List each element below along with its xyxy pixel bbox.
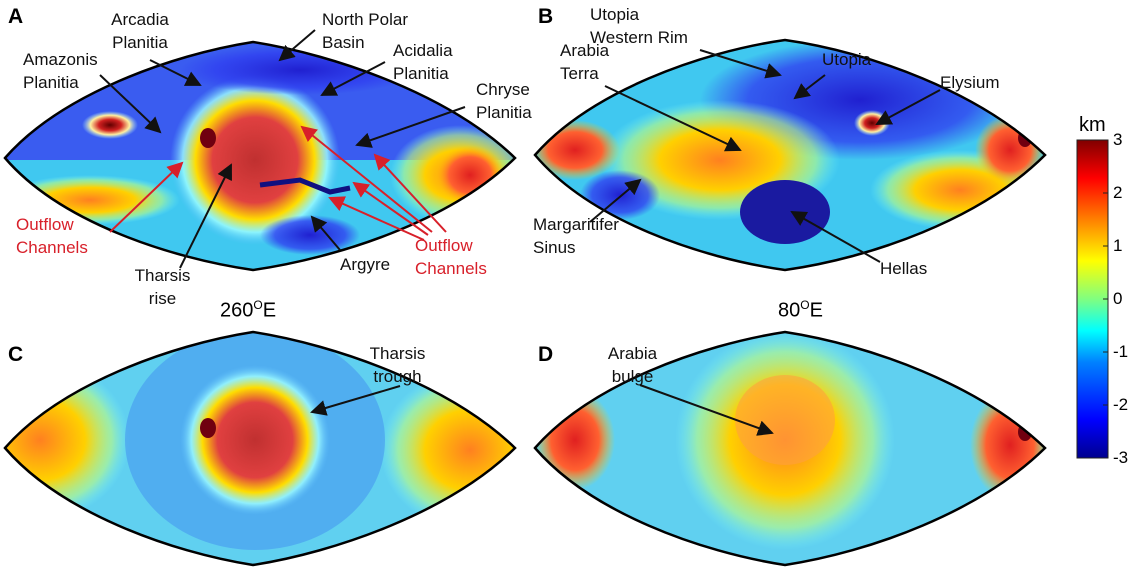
label-outflow-channels-right: Outflow Channels	[415, 236, 487, 278]
label-arabia-bulge: Arabia bulge	[607, 344, 658, 386]
arrow-acidalia	[320, 61, 386, 96]
label-arabia-terra: Arabia Terra	[560, 41, 610, 83]
arrow-arcadia	[149, 59, 202, 86]
label-margaritifer-sinus: Margaritifer Sinus	[533, 215, 619, 257]
arrow-amazonis	[99, 74, 162, 134]
colorbar-tick: -2	[1113, 395, 1129, 414]
label-tharsis-rise: Tharsis rise	[134, 266, 191, 308]
label-acidalia-planitia: Acidalia Planitia	[393, 41, 453, 83]
map-c-outline	[3, 330, 517, 567]
panel-label-b: B	[538, 5, 554, 28]
colorbar-tick: 0	[1113, 289, 1123, 308]
colorbar-tick: 2	[1113, 183, 1123, 202]
panel-label-c: C	[8, 343, 24, 366]
colorbar-ticks	[1103, 192, 1108, 406]
colorbar	[1076, 139, 1109, 459]
colorbar-tick: 1	[1113, 236, 1123, 255]
map-c-topography	[5, 332, 515, 565]
arrow-outflow-right-3	[352, 181, 429, 236]
label-utopia-western-rim: Utopia Western Rim	[590, 5, 688, 47]
arrow-tharsis-trough	[310, 385, 401, 416]
label-utopia: Utopia	[822, 50, 872, 69]
colorbar-tick: -3	[1113, 448, 1129, 467]
colorbar-unit: km	[1079, 114, 1106, 136]
label-argyre: Argyre	[340, 255, 391, 274]
label-north-polar-basin: North Polar Basin	[322, 10, 408, 52]
arrow-arabia	[604, 85, 742, 152]
longitude-label-b: 80OE	[778, 298, 823, 322]
annotation-arrows	[99, 29, 941, 436]
map-a-outline	[3, 40, 517, 272]
arrow-outflow-right-2	[373, 153, 447, 233]
arrow-argyre	[310, 215, 341, 251]
map-b-outline	[533, 38, 1047, 272]
arrow-outflow-left	[109, 161, 184, 233]
label-outflow-channels-left: Outflow Channels	[16, 215, 88, 257]
colorbar-tick: 3	[1113, 130, 1123, 149]
arrow-tharsis	[179, 163, 232, 269]
label-hellas: Hellas	[880, 259, 928, 278]
arrow-margaritifer	[589, 178, 642, 223]
longitude-label-a: 260OE	[220, 298, 277, 322]
label-amazonis-planitia: Amazonis Planitia	[23, 50, 98, 92]
map-d-outline	[533, 330, 1047, 567]
arrow-chryse	[355, 106, 466, 148]
arrow-outflow-right-4	[328, 196, 425, 241]
arrow-elysium	[875, 89, 941, 125]
arrow-utopia-rim	[699, 49, 782, 79]
arrow-utopia	[793, 74, 826, 100]
label-arcadia-planitia: Arcadia Planitia	[111, 10, 169, 52]
colorbar-tick: -1	[1113, 342, 1129, 361]
arrow-hellas	[790, 211, 881, 263]
panel-label-d: D	[538, 343, 554, 366]
panel-label-a: A	[8, 5, 24, 28]
outflow-arrows	[109, 125, 447, 241]
arrow-arabia-bulge	[639, 384, 774, 436]
arrow-outflow-right-1	[300, 125, 433, 233]
label-elysium: Elysium	[940, 73, 1000, 92]
label-tharsis-trough: Tharsis trough	[369, 344, 426, 386]
arrow-north-polar	[278, 29, 316, 62]
label-chryse-planitia: Chryse Planitia	[476, 80, 532, 122]
